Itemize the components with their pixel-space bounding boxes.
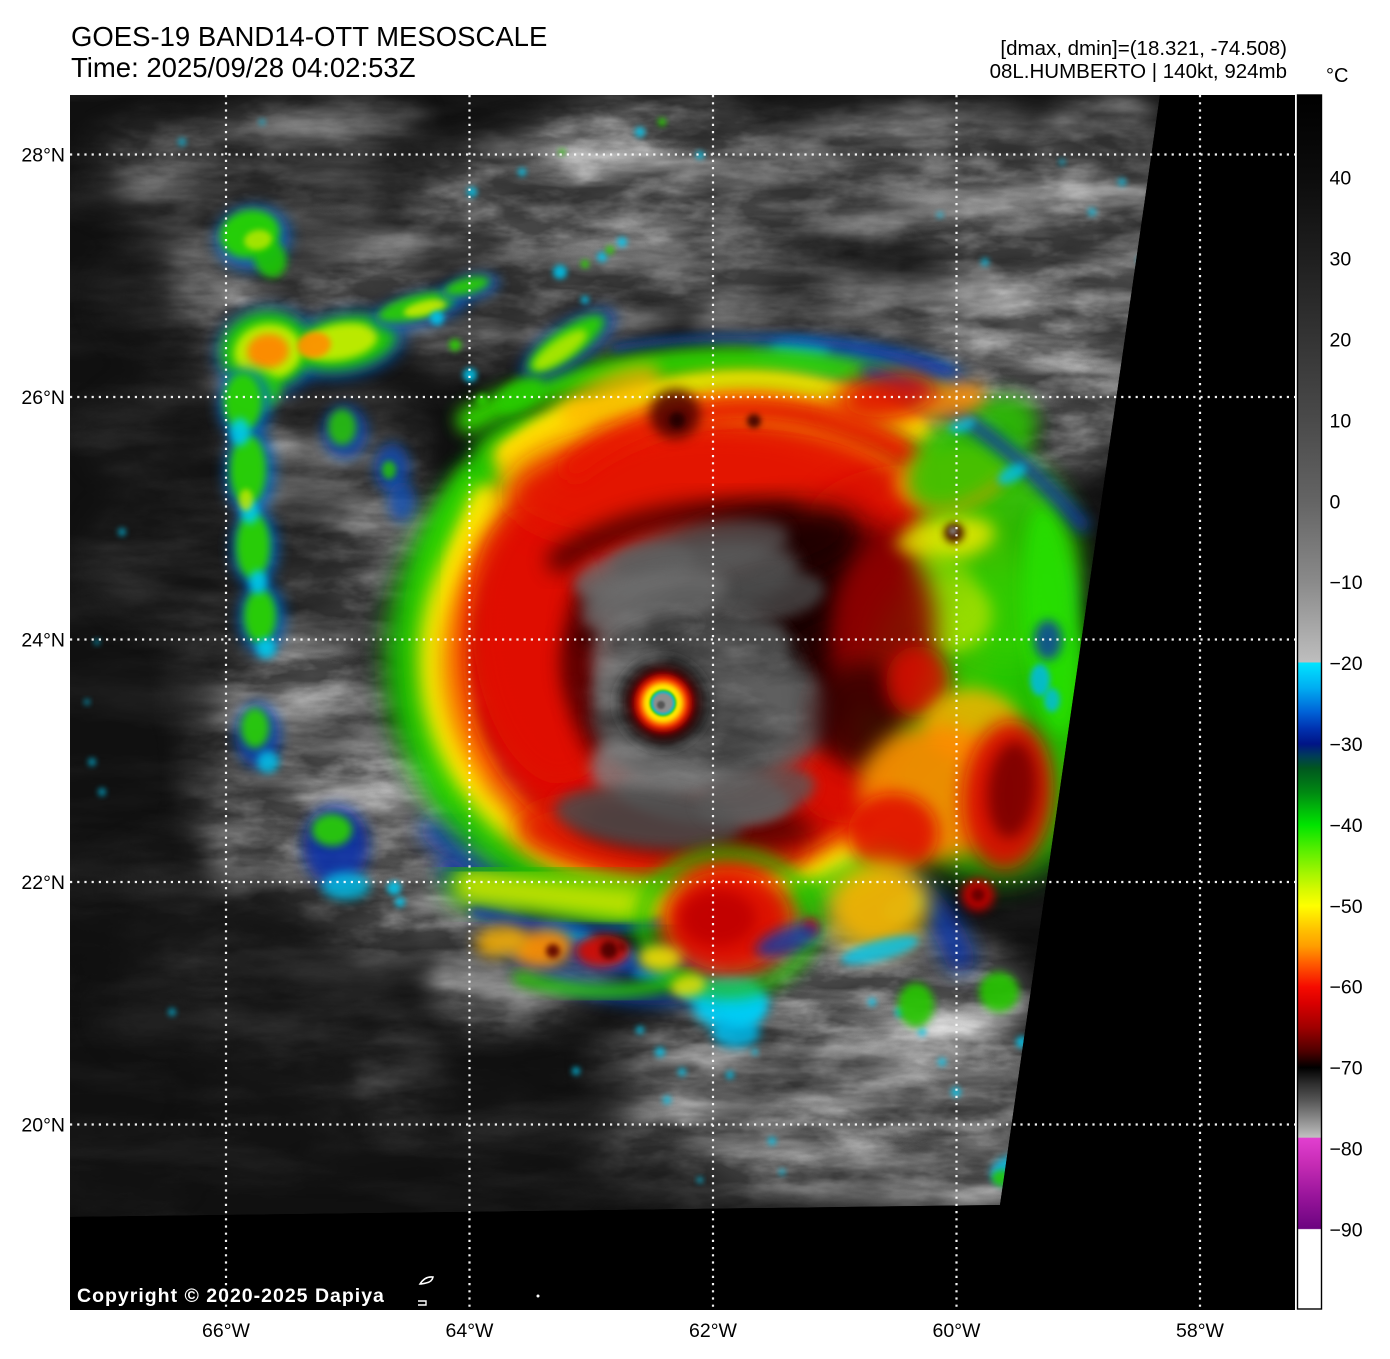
svg-text:66°W: 66°W — [202, 1320, 250, 1342]
svg-text:−30: −30 — [1330, 734, 1363, 756]
svg-text:20°N: 20°N — [21, 1115, 65, 1137]
svg-text:−20: −20 — [1330, 653, 1363, 675]
svg-text:0: 0 — [1330, 491, 1341, 513]
svg-text:30: 30 — [1330, 249, 1352, 271]
svg-text:40: 40 — [1330, 168, 1352, 190]
svg-text:62°W: 62°W — [689, 1320, 737, 1342]
svg-text:08L.HUMBERTO | 140kt, 924mb: 08L.HUMBERTO | 140kt, 924mb — [990, 60, 1287, 83]
svg-text:−10: −10 — [1330, 572, 1363, 594]
svg-text:−70: −70 — [1330, 1058, 1363, 1080]
svg-text:GOES-19 BAND14-OTT MESOSCALE: GOES-19 BAND14-OTT MESOSCALE — [71, 21, 547, 52]
svg-text:−60: −60 — [1330, 977, 1363, 999]
svg-text:−50: −50 — [1330, 896, 1363, 918]
svg-text:−80: −80 — [1330, 1139, 1363, 1161]
svg-text:26°N: 26°N — [21, 387, 65, 409]
svg-text:Time: 2025/09/28 04:02:53Z: Time: 2025/09/28 04:02:53Z — [71, 52, 416, 83]
svg-text:−90: −90 — [1330, 1219, 1363, 1241]
svg-text:60°W: 60°W — [933, 1320, 981, 1342]
svg-text:20: 20 — [1330, 330, 1352, 352]
svg-text:[dmax, dmin]=(18.321, -74.508): [dmax, dmin]=(18.321, -74.508) — [1000, 37, 1287, 60]
svg-text:58°W: 58°W — [1176, 1320, 1224, 1342]
svg-text:24°N: 24°N — [21, 630, 65, 652]
svg-text:64°W: 64°W — [446, 1320, 494, 1342]
svg-text:28°N: 28°N — [21, 145, 65, 167]
svg-text:22°N: 22°N — [21, 872, 65, 894]
svg-text:10: 10 — [1330, 410, 1352, 432]
svg-text:Copyright © 2020-2025 Dapiya: Copyright © 2020-2025 Dapiya — [77, 1285, 385, 1307]
svg-text:−40: −40 — [1330, 815, 1363, 837]
svg-text:°C: °C — [1326, 65, 1348, 87]
